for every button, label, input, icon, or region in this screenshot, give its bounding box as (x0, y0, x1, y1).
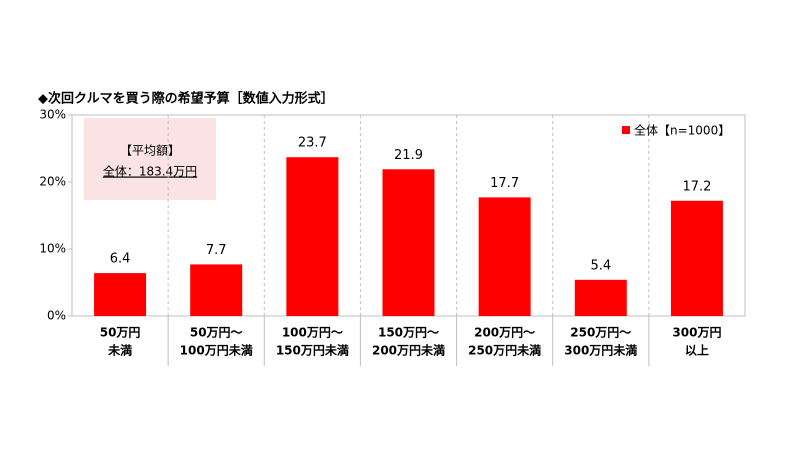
bar (190, 264, 243, 316)
x-tick-label: 200万円未満 (372, 343, 445, 358)
bar (382, 169, 435, 316)
data-label: 21.9 (394, 148, 423, 163)
chart-title: ◆次回クルマを買う際の希望予算［数値入力形式］ (38, 91, 334, 107)
annotation-box (84, 118, 216, 200)
x-tick-label: 200万円～ (474, 326, 535, 340)
x-tick-label: 300万円未満 (564, 343, 637, 358)
x-tick-label: 300万円 (672, 326, 721, 340)
annotation: 【平均額】 (120, 144, 180, 158)
x-tick-label: 250万円～ (570, 326, 631, 340)
y-tick-label: 30% (39, 108, 66, 122)
x-tick-label: 150万円未満 (276, 343, 349, 358)
data-label: 17.2 (682, 179, 711, 194)
x-tick-label: 100万円未満 (180, 343, 253, 358)
x-tick-label: 150万円～ (378, 326, 439, 340)
y-tick-label: 10% (39, 242, 66, 256)
legend-swatch (622, 126, 630, 134)
data-label: 23.7 (298, 136, 327, 151)
x-tick-label: 250万円未満 (468, 343, 541, 358)
x-tick-label: 以上 (685, 343, 709, 358)
bar (286, 157, 339, 316)
x-tick-label: 未満 (107, 343, 132, 358)
x-tick-label: 50万円～ (190, 326, 243, 340)
data-label: 6.4 (110, 252, 131, 267)
annotation: 全体：183.4万円 (103, 164, 197, 179)
y-tick-label: 20% (39, 175, 66, 189)
y-tick-label: 0% (47, 309, 66, 323)
data-label: 7.7 (206, 243, 227, 258)
data-label: 17.7 (490, 176, 519, 191)
x-tick-label: 100万円～ (282, 326, 343, 340)
x-tick-label: 50万円 (100, 326, 141, 340)
data-label: 5.4 (590, 258, 611, 273)
bar (574, 279, 627, 316)
bar (94, 273, 147, 316)
bar (670, 200, 723, 316)
legend-label: 全体【n=1000】 (634, 123, 730, 138)
bar (478, 197, 531, 316)
